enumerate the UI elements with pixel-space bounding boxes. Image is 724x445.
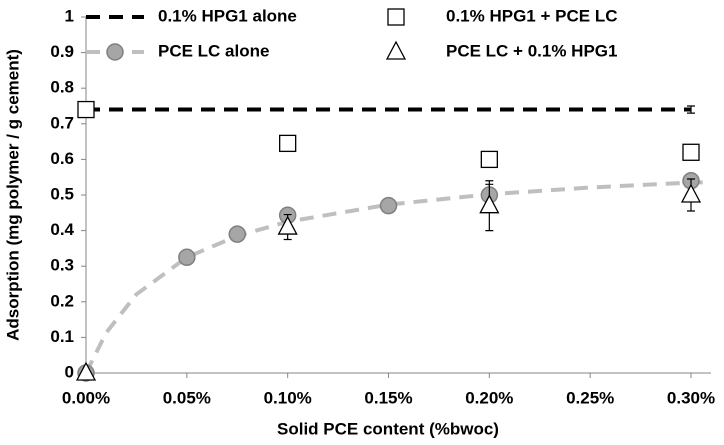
y-tick-label: 1: [65, 6, 74, 25]
y-tick-label: 0.3: [50, 256, 74, 275]
y-tick-label: 0.6: [50, 149, 74, 168]
x-tick-label: 0.25%: [566, 388, 614, 407]
data-point: [277, 215, 298, 235]
data-point: [379, 196, 398, 215]
y-tick-label: 0.1: [50, 327, 74, 346]
data-point: [480, 150, 498, 169]
x-tick-label: 0.00%: [62, 388, 110, 407]
x-tick-label: 0.05%: [163, 388, 211, 407]
x-tick-label: 0.10%: [264, 388, 312, 407]
data-point: [75, 361, 97, 381]
data-point: [682, 143, 700, 161]
y-tick-label: 0.9: [50, 42, 74, 61]
y-tick-label: 0.8: [50, 78, 74, 97]
data-point: [228, 225, 246, 243]
data-point: [680, 183, 702, 203]
legend-label: PCE LC + 0.1% HPG1: [446, 41, 617, 60]
legend-marker: [387, 8, 405, 26]
legend-label: 0.1% HPG1 + PCE LC: [446, 6, 617, 25]
x-tick-label: 0.30%: [667, 388, 715, 407]
x-tick-label: 0.20%: [465, 388, 513, 407]
data-point: [479, 194, 500, 214]
y-tick-label: 0.4: [50, 220, 74, 239]
fit-curve: [84, 180, 712, 374]
x-axis-title: Solid PCE content (%bwoc): [277, 419, 499, 438]
y-tick-label: 0.5: [50, 184, 74, 203]
legend-label: PCE LC alone: [158, 41, 269, 60]
data-point: [279, 134, 297, 153]
y-tick-label: 0: [65, 362, 74, 381]
x-tick-label: 0.15%: [364, 388, 412, 407]
legend-marker: [385, 40, 407, 60]
data-point: [77, 100, 95, 119]
legend-label: 0.1% HPG1 alone: [158, 6, 297, 25]
legend-marker: [106, 43, 124, 61]
y-tick-label: 0.7: [50, 113, 74, 132]
error-bar: [687, 105, 695, 114]
y-tick-label: 0.2: [50, 291, 74, 310]
y-axis-title: Adsorption (mg polymer / g cement): [3, 49, 22, 341]
data-point: [178, 248, 196, 267]
